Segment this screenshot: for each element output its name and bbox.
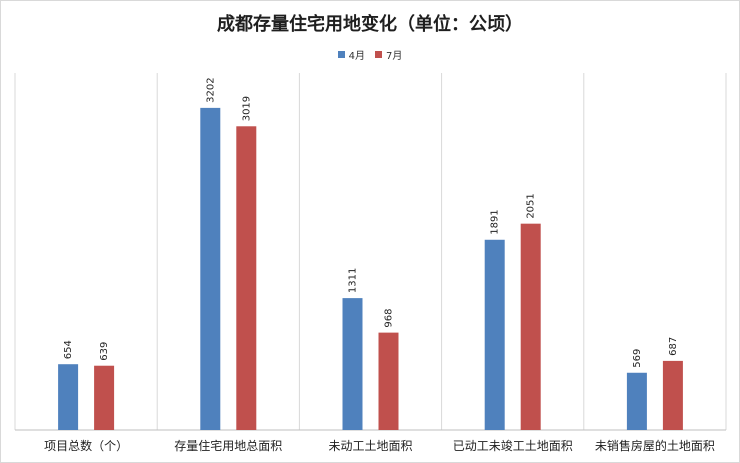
data-label: 1311 <box>348 268 359 293</box>
chart-legend: 4月 7月 <box>0 47 740 62</box>
data-label: 639 <box>99 342 110 361</box>
bar-2-4 <box>520 223 541 430</box>
data-label: 1891 <box>490 209 501 234</box>
legend-label-series-2: 7月 <box>386 51 403 62</box>
legend-label-series-1: 4月 <box>348 51 365 62</box>
data-label: 3202 <box>205 77 216 102</box>
x-tick-label: 项目总数（个） <box>44 438 128 453</box>
bar-2-3 <box>378 332 399 430</box>
data-label: 687 <box>668 337 679 356</box>
bar-1-2 <box>200 107 221 431</box>
bar-1-3 <box>342 298 363 430</box>
bar-1-4 <box>484 239 505 430</box>
bar-2-1 <box>94 365 115 430</box>
x-tick-label: 未动工土地面积 <box>328 439 412 453</box>
data-label: 569 <box>632 349 643 368</box>
bar-1-1 <box>58 364 79 430</box>
legend-item-series-2: 7月 <box>375 47 402 62</box>
legend-swatch-series-1 <box>337 51 345 58</box>
x-tick-label: 未销售房屋的土地面积 <box>595 438 715 453</box>
x-tick-label: 存量住宅用地总面积 <box>174 438 282 453</box>
legend-swatch-series-2 <box>375 51 382 58</box>
legend-item-series-1: 4月 <box>337 47 365 62</box>
bar-1-5 <box>626 372 647 430</box>
data-label: 968 <box>384 309 395 328</box>
bar-2-5 <box>662 360 683 430</box>
data-label: 3019 <box>241 96 252 121</box>
x-tick-label: 已动工未竣工土地面积 <box>453 438 573 453</box>
chart-title: 成都存量住宅用地变化（单位：公顷） <box>217 14 523 35</box>
bar-2-2 <box>236 126 257 430</box>
data-label: 654 <box>63 340 74 359</box>
data-label: 2051 <box>526 193 537 218</box>
